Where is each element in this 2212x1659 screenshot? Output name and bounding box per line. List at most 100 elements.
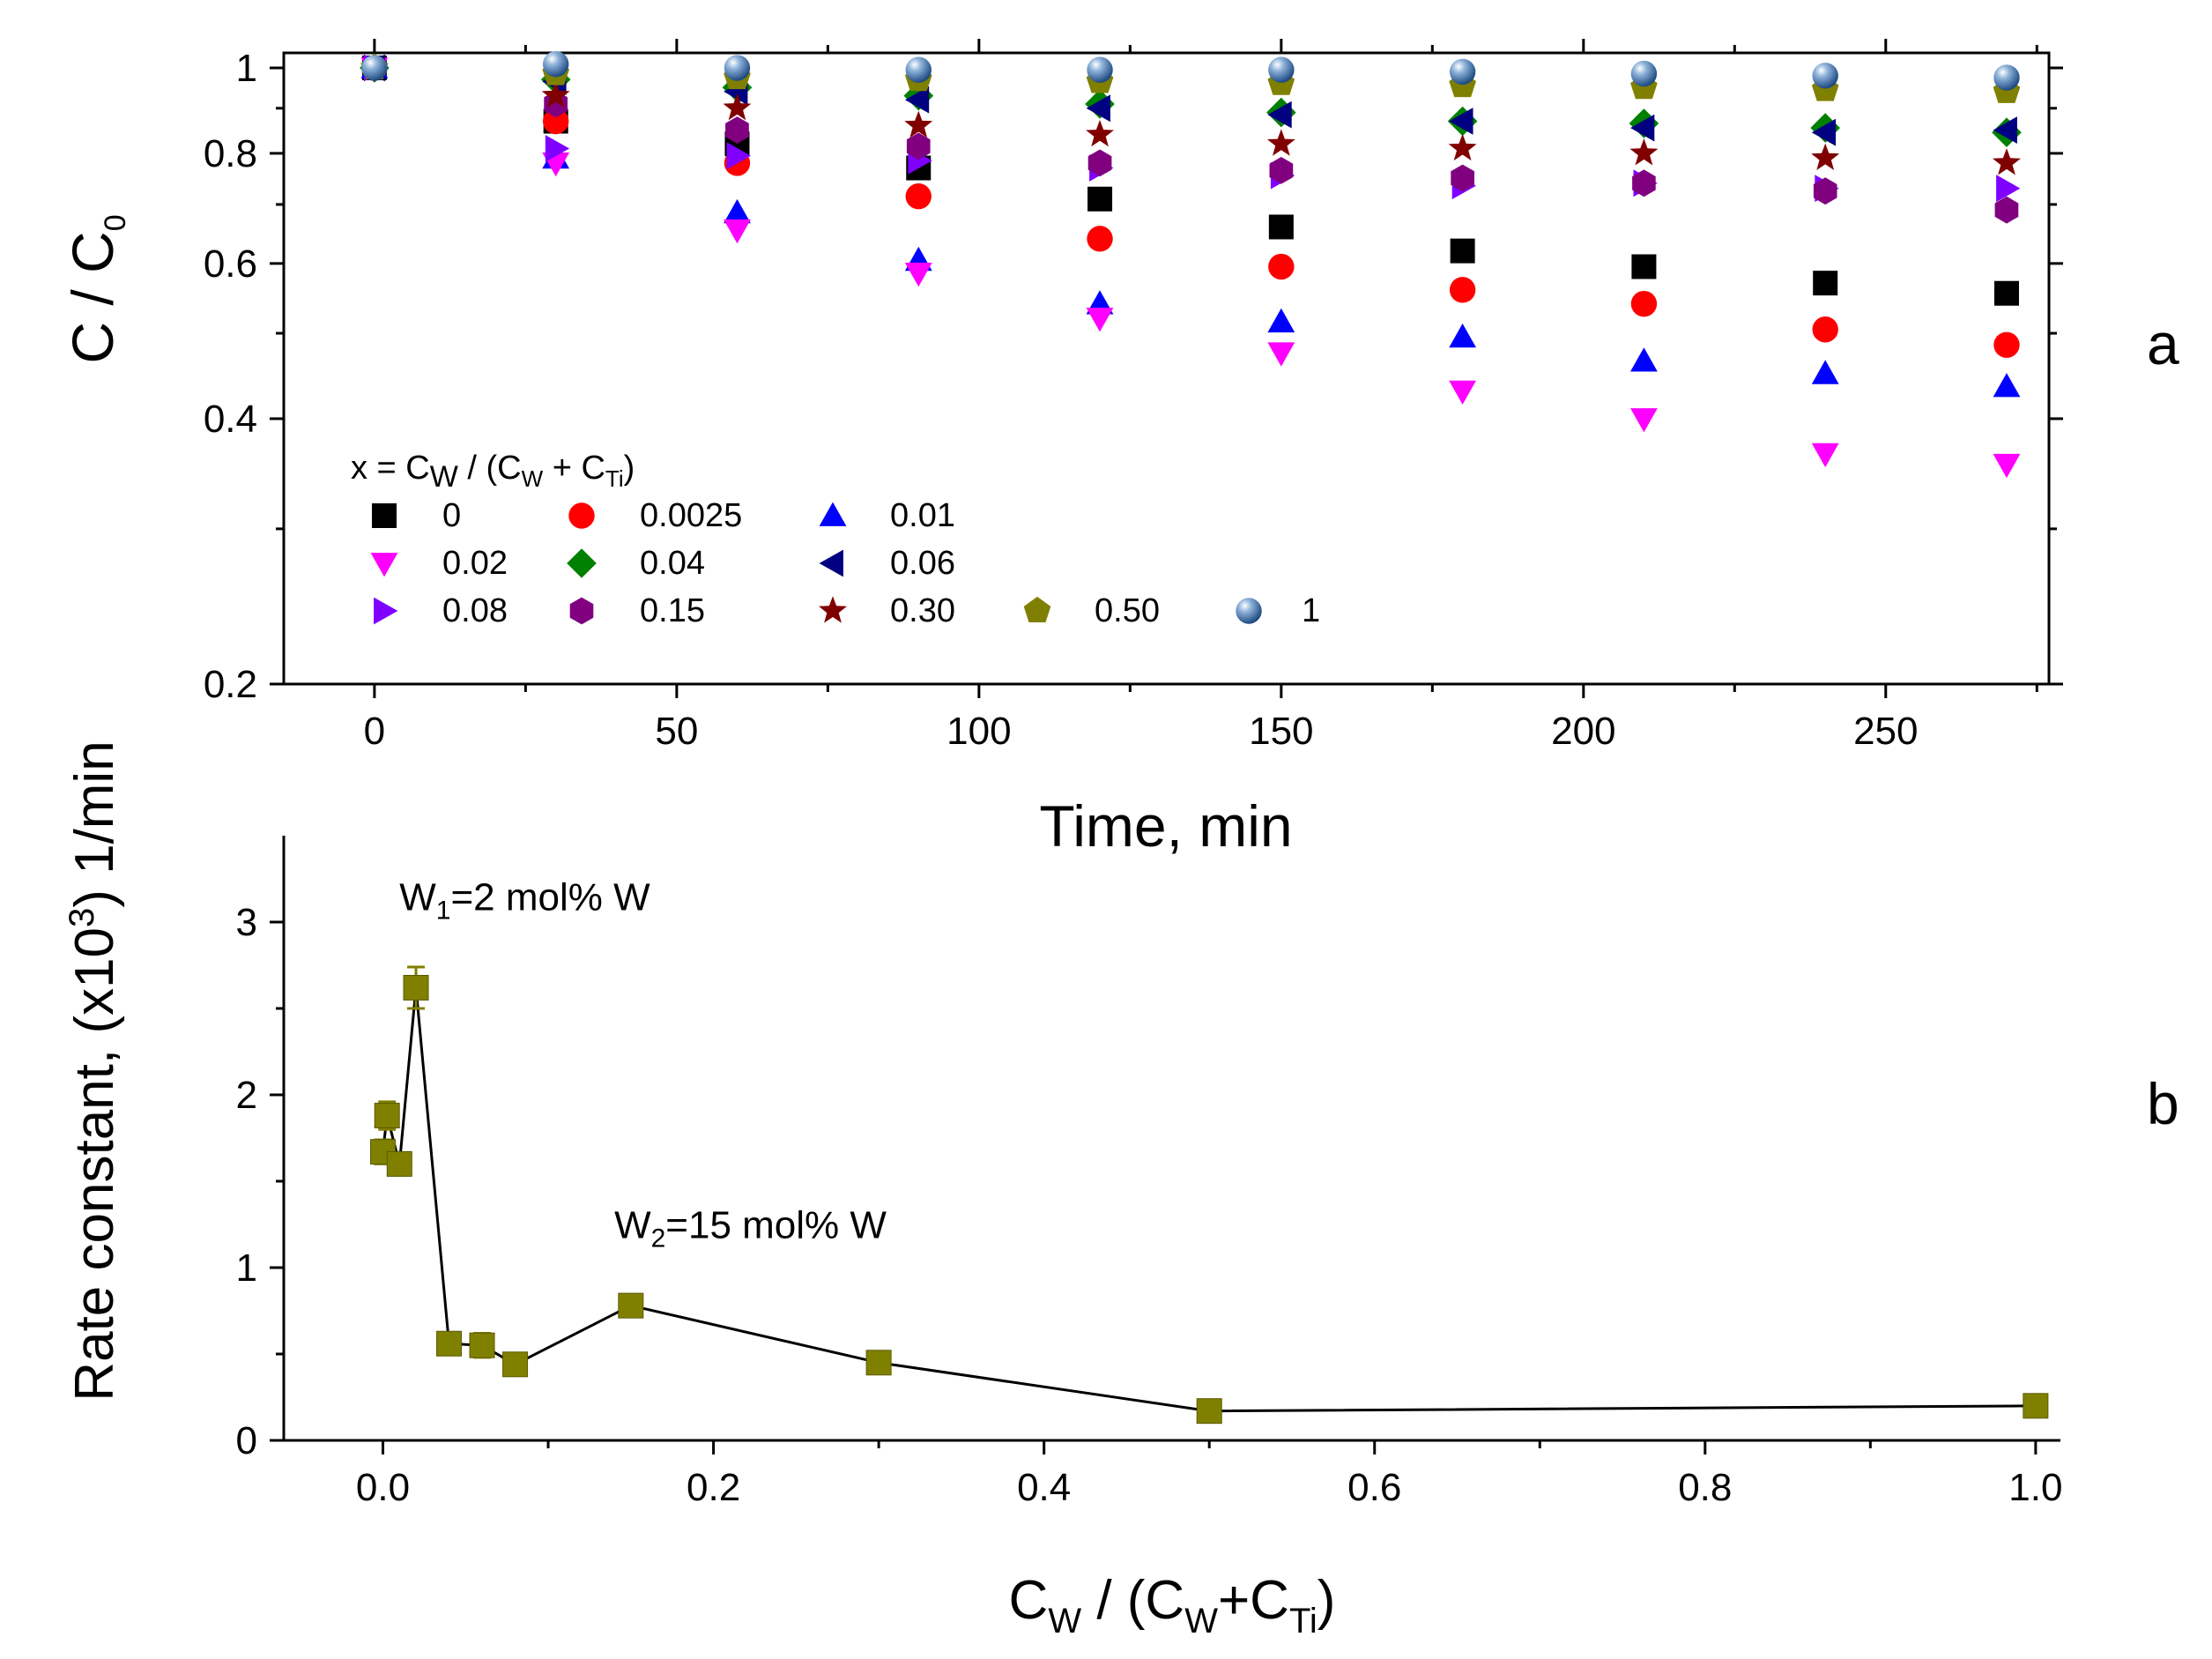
b-point <box>386 1150 412 1177</box>
a-point-0_06 <box>1811 118 1837 146</box>
b-point <box>502 1351 529 1378</box>
a-point-1 <box>361 55 388 81</box>
b-point <box>2023 1393 2049 1419</box>
b-x-tick-label: 1.0 <box>2008 1466 2062 1509</box>
a-point-1 <box>1087 56 1113 83</box>
chart-b-annotations: W1=2 mol% W W2=15 mol% W <box>399 875 887 1253</box>
chart-b-panel-label: b <box>2147 1071 2179 1136</box>
a-point-0_02 <box>1811 443 1839 468</box>
a-point-0_0025 <box>1993 331 2020 358</box>
a-point-0_0025 <box>1268 253 1295 280</box>
legend-label: 0.08 <box>442 592 508 629</box>
a-point-0_06 <box>1086 94 1110 123</box>
a-point-0_06 <box>1993 116 2017 144</box>
a-point-1 <box>542 51 569 78</box>
a-point-0 <box>1993 280 2019 306</box>
b-x-tick-label: 0.8 <box>1678 1466 1732 1509</box>
a-point-0_01 <box>1267 308 1295 333</box>
a-point-0_08 <box>545 135 570 162</box>
a-point-0_30 <box>904 110 933 138</box>
a-y-tick-label: 1 <box>236 47 257 90</box>
chart-a: 0 50 100 150 200 250 0.2 0.4 0.6 0.8 1 Time, min C… <box>60 39 2179 859</box>
a-point-0_02 <box>1449 380 1476 405</box>
a-point-0_15 <box>1087 149 1112 177</box>
a-x-tick-label: 100 <box>946 710 1011 753</box>
a-point-1 <box>1630 60 1658 87</box>
chart-b-axes <box>282 836 2060 1442</box>
chart-b-x-axis-title: CW / (CW+CTi) <box>1009 1570 1336 1640</box>
chart-a-y-axis-title: C / C0 <box>60 214 132 363</box>
legend-marker-1 <box>1236 598 1262 624</box>
legend-label: 0 <box>442 497 461 534</box>
b-y-tick-label: 0 <box>236 1419 257 1462</box>
a-point-1 <box>1993 64 2020 91</box>
a-point-0_30 <box>1993 148 2021 175</box>
legend-marker-0_06 <box>819 549 843 577</box>
b-marker <box>618 1292 644 1319</box>
legend-label: 0.02 <box>442 545 508 582</box>
a-x-tick-label: 150 <box>1249 710 1313 753</box>
a-point-0_02 <box>1086 308 1114 332</box>
a-point-0_30 <box>1448 133 1477 161</box>
legend-label: 0.01 <box>890 497 955 534</box>
a-point-0_08 <box>1996 175 2021 203</box>
legend-label: 1 <box>1302 592 1320 629</box>
legend-marker-0_04 <box>567 548 597 578</box>
a-x-tick-label: 50 <box>655 710 698 753</box>
a-point-0_30 <box>541 80 570 108</box>
a-point-0_06 <box>904 86 930 114</box>
a-point-0_15 <box>1269 157 1294 184</box>
legend-label: 0.06 <box>890 545 955 582</box>
a-point-0_01 <box>1811 360 1839 384</box>
chart-a-panel-label: a <box>2147 311 2179 376</box>
chart-a-x-axis-title: Time, min <box>1039 793 1292 859</box>
b-point <box>403 965 429 1010</box>
chart-b-tick-labels: 0.0 0.2 0.4 0.6 0.8 1.0 0 1 2 3 <box>236 901 2063 1509</box>
b-point <box>865 1350 892 1376</box>
b-point <box>436 1330 463 1357</box>
a-point-0_01 <box>1630 347 1658 372</box>
a-point-0_06 <box>1630 114 1655 142</box>
a-point-0_01 <box>724 198 751 224</box>
a-point-0 <box>1087 186 1113 212</box>
legend-entries: 0 0.0025 0.01 0.02 0.04 0.06 0.08 0.15 0.30 0.50 1 <box>370 497 1320 629</box>
b-y-tick-label: 1 <box>236 1246 257 1290</box>
a-x-tick-label: 200 <box>1551 710 1615 753</box>
a-point-0_0025 <box>905 183 932 210</box>
a-point-0_01 <box>1449 324 1476 348</box>
a-point-1 <box>1449 58 1476 86</box>
a-point-0_02 <box>904 263 932 287</box>
b-annotation: W1=2 mol% W <box>399 875 650 925</box>
a-point-0_30 <box>1629 138 1659 166</box>
legend-marker-0_0025 <box>568 502 595 529</box>
legend-marker-0_08 <box>374 597 398 625</box>
chart-a-frame <box>282 51 2051 686</box>
chart-a-tick-labels: 0 50 100 150 200 250 0.2 0.4 0.6 0.8 1 <box>204 47 1919 753</box>
chart-b: 0.0 0.2 0.4 0.6 0.8 1.0 0 1 2 3 CW / (CW+CTi) Rat… <box>63 740 2179 1640</box>
chart-a-points <box>360 51 2022 479</box>
legend-marker-0_02 <box>370 553 398 577</box>
a-point-0_15 <box>1632 169 1656 197</box>
a-point-0_02 <box>1993 453 2021 479</box>
b-marker <box>502 1351 529 1378</box>
legend-label: 0.30 <box>890 592 955 629</box>
chart-b-ticks <box>270 920 2038 1454</box>
a-point-0_15 <box>1451 164 1474 192</box>
legend-marker-0_15 <box>569 597 594 625</box>
a-point-0_15 <box>1994 196 2019 224</box>
chart-b-y-axis-title: Rate constant, (x103) 1/min <box>63 740 125 1401</box>
a-point-1 <box>1268 56 1295 83</box>
chart-b-series-line <box>382 987 2036 1413</box>
a-y-tick-label: 0.8 <box>204 132 257 175</box>
b-marker <box>2023 1393 2049 1419</box>
legend-title: x = CW / (CW + CTi) <box>351 450 635 494</box>
a-point-0_02 <box>1267 342 1295 367</box>
b-marker <box>386 1150 412 1177</box>
b-y-tick-label: 3 <box>236 901 257 944</box>
a-point-0_06 <box>1267 100 1292 129</box>
b-marker <box>1196 1398 1222 1425</box>
a-point-0_15 <box>906 132 931 160</box>
a-point-0_08 <box>726 142 751 170</box>
legend-label: 0.50 <box>1095 592 1160 629</box>
